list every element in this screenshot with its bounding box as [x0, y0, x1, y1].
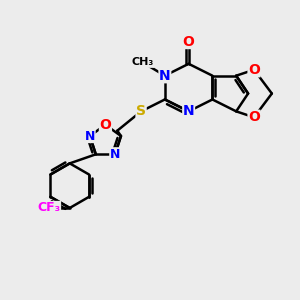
Text: N: N — [110, 148, 120, 161]
Text: O: O — [183, 34, 195, 49]
Text: O: O — [100, 118, 111, 132]
Text: N: N — [159, 69, 171, 83]
Text: S: S — [136, 104, 146, 118]
Text: CF₃: CF₃ — [38, 202, 61, 214]
Text: N: N — [183, 104, 194, 118]
Text: CH₃: CH₃ — [131, 57, 154, 67]
Text: N: N — [85, 130, 95, 142]
Text: O: O — [248, 110, 260, 124]
Text: O: O — [248, 63, 260, 77]
